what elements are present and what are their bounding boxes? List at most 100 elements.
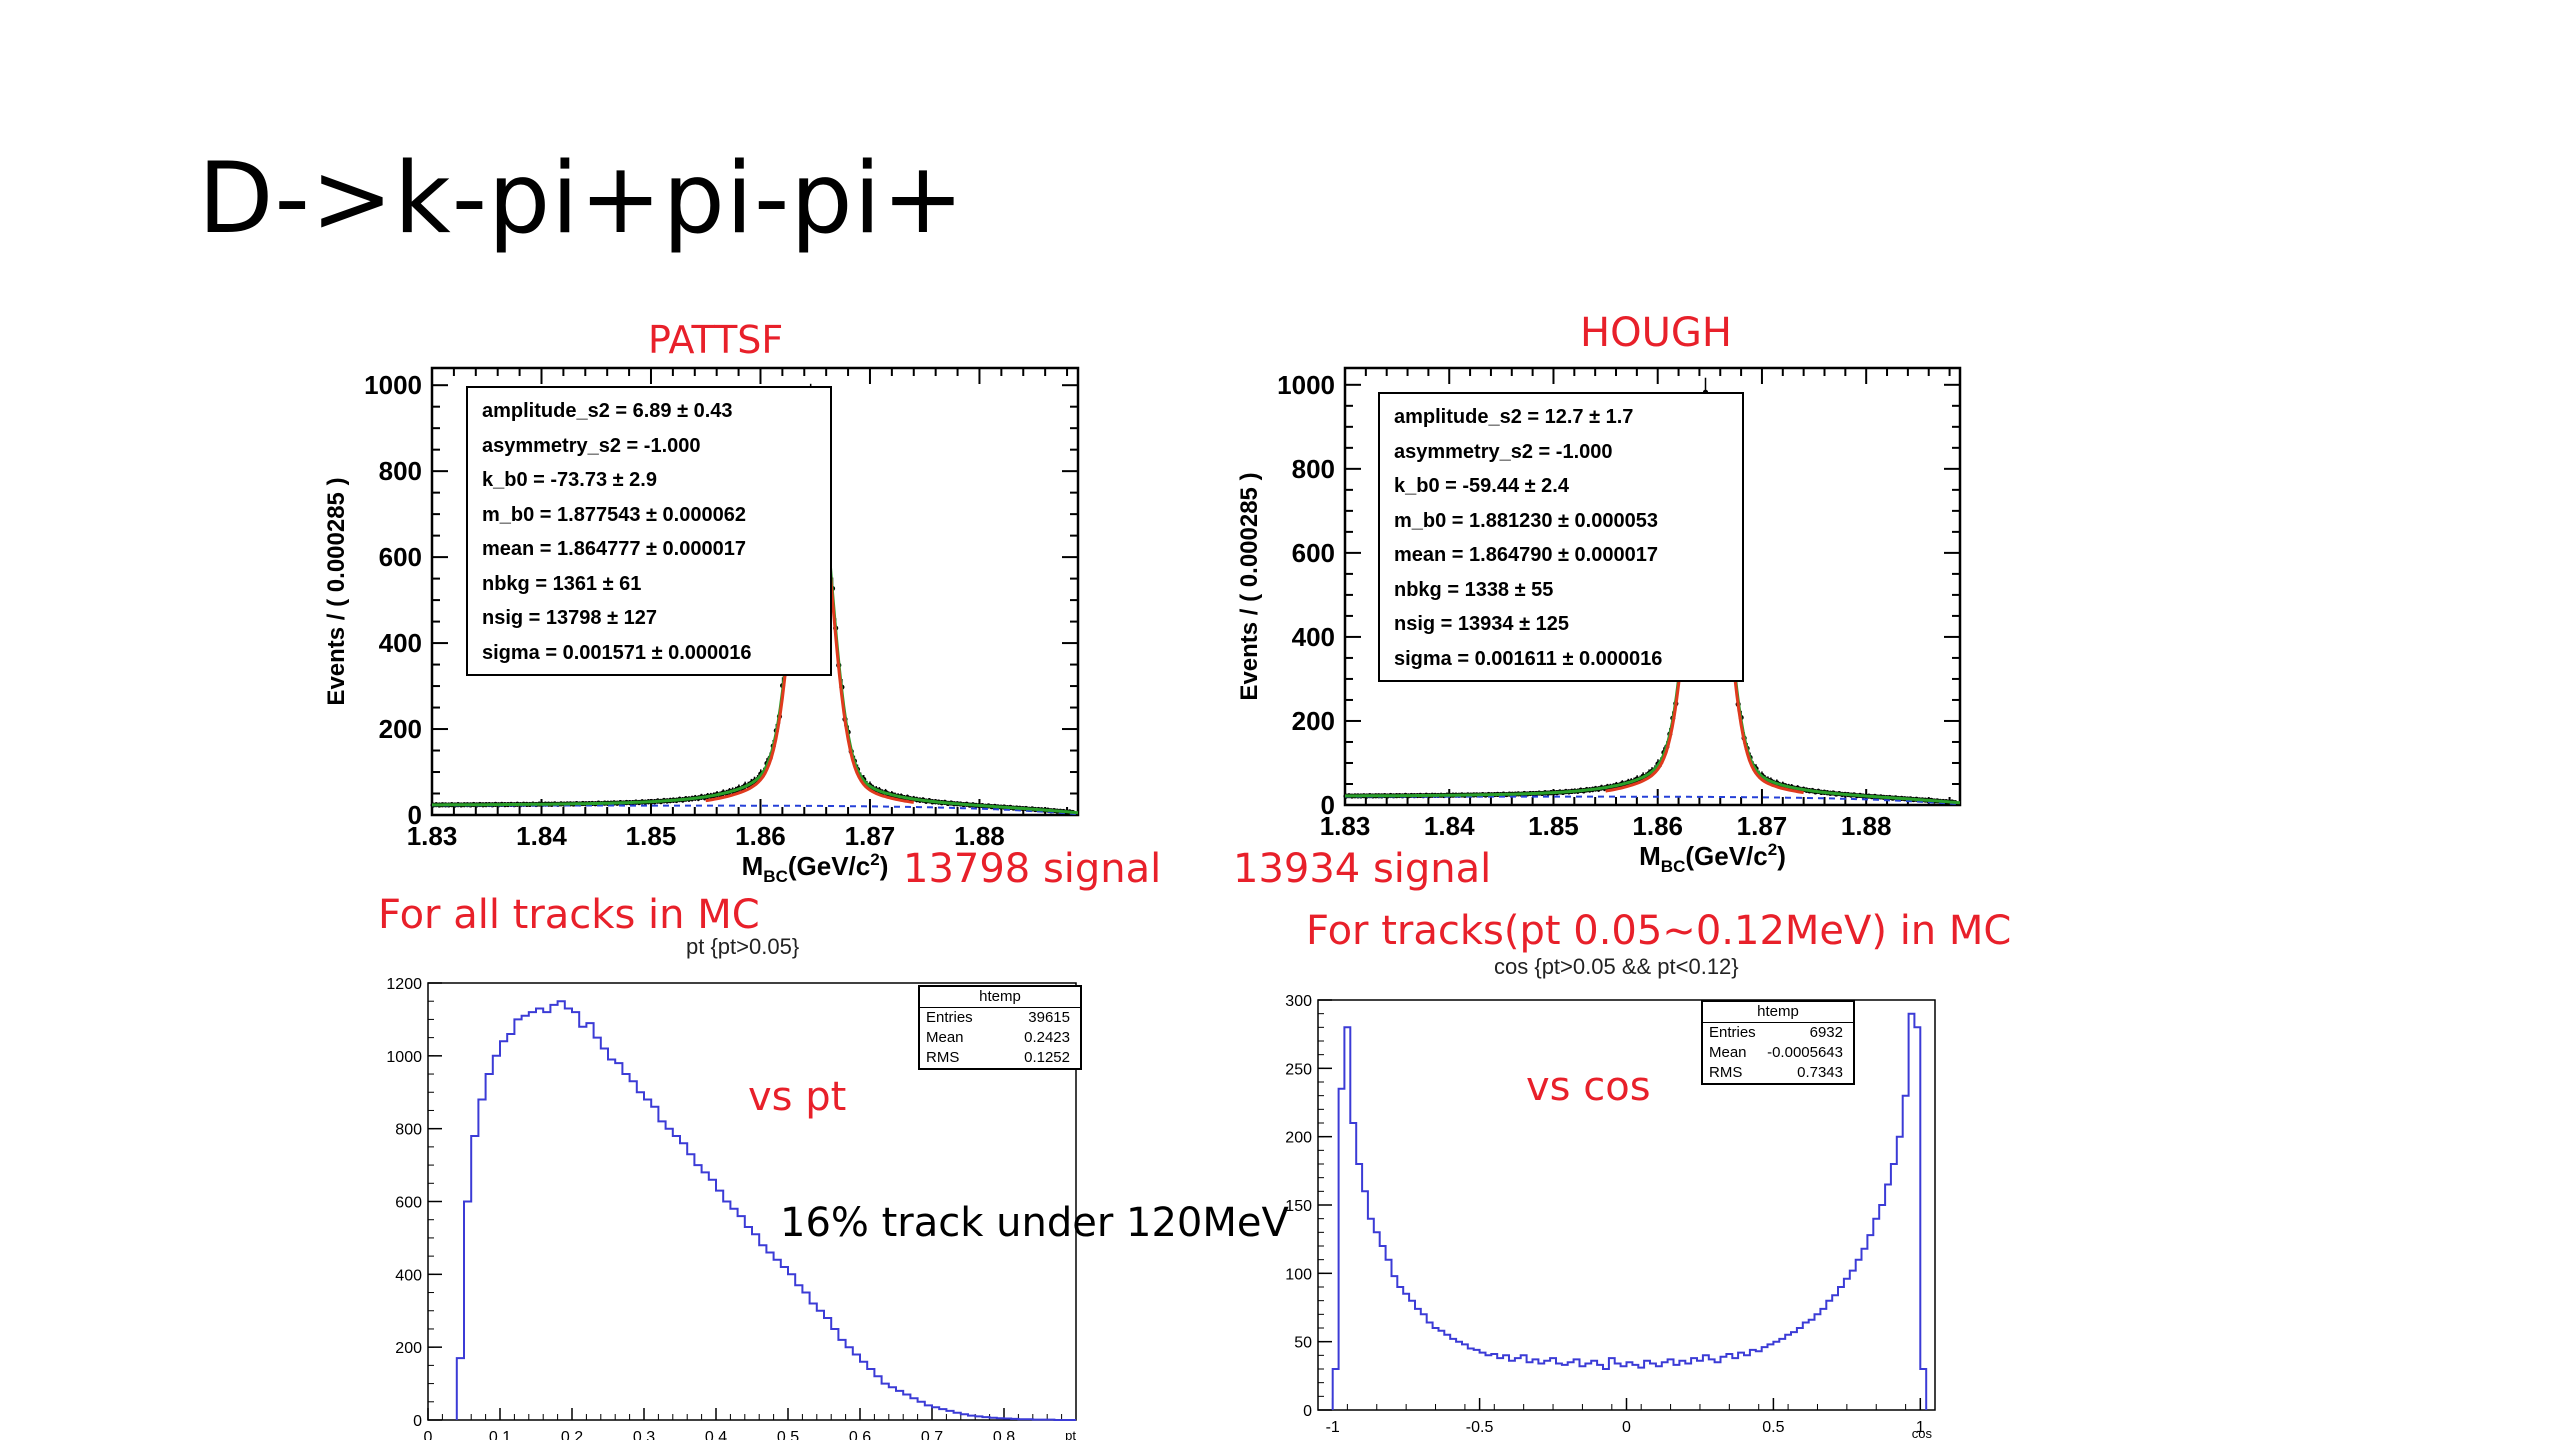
y-tick-label: 250: [1285, 1061, 1312, 1078]
x-tick-label: 1.87: [1737, 811, 1788, 841]
chart-title-hough: HOUGH: [1580, 310, 1732, 356]
data-point: [433, 802, 439, 808]
data-point: [692, 795, 698, 801]
data-point: [1604, 784, 1611, 790]
data-point: [926, 798, 932, 804]
data-point: [530, 801, 536, 807]
data-point: [764, 760, 770, 766]
y-tick-label: 300: [1285, 993, 1312, 1010]
data-point: [911, 796, 917, 802]
data-point: [879, 790, 886, 796]
data-point: [976, 802, 982, 809]
data-point: [505, 801, 511, 808]
data-point: [1527, 790, 1533, 797]
data-point: [957, 801, 964, 807]
data-point: [1931, 798, 1937, 804]
y-tick-label: 1000: [1277, 370, 1335, 400]
data-point: [1017, 805, 1023, 811]
data-point: [1898, 795, 1905, 801]
data-point: [617, 799, 623, 806]
data-point: [898, 793, 904, 800]
y-axis-label: Events / ( 0.000285 ): [323, 477, 350, 705]
data-point: [742, 782, 748, 789]
data-point: [1453, 792, 1459, 798]
y-tick-label: 200: [395, 1340, 422, 1357]
data-point: [1821, 789, 1827, 795]
data-point: [1032, 806, 1038, 813]
data-point: [1429, 792, 1435, 798]
data-point: [858, 774, 864, 780]
y-tick-label: 600: [1292, 538, 1335, 568]
data-point: [605, 800, 611, 806]
data-point: [708, 793, 714, 799]
data-point: [1373, 793, 1379, 799]
data-point: [1483, 792, 1489, 798]
data-point: [1667, 731, 1673, 737]
data-point: [586, 800, 592, 807]
data-point: [611, 800, 617, 806]
data-point: [1818, 789, 1824, 795]
data-point: [1480, 791, 1486, 798]
data-point: [1640, 773, 1646, 779]
data-point: [1349, 793, 1355, 799]
data-point: [561, 801, 567, 807]
data-point: [1489, 792, 1495, 798]
stats-value: -0.0005643: [1767, 1044, 1843, 1061]
data-point: [904, 794, 911, 801]
data-point: [1023, 805, 1029, 812]
y-tick-label: 100: [1285, 1266, 1312, 1283]
data-point: [1426, 793, 1432, 799]
x-tick-label: 1.83: [407, 821, 458, 851]
all-tracks-label: For all tracks in MC: [378, 892, 760, 938]
data-point: [1048, 808, 1054, 814]
data-point: [1827, 790, 1833, 796]
data-point: [474, 802, 480, 808]
data-point: [985, 803, 992, 809]
data-point: [1756, 771, 1762, 778]
fit-param: amplitude_s2 = 12.7 ± 1.7: [1394, 406, 1634, 428]
data-point: [1768, 778, 1774, 784]
data-point: [1595, 786, 1602, 792]
data-point: [1399, 793, 1406, 799]
data-point: [446, 802, 452, 808]
data-point: [1500, 791, 1507, 797]
stats-row: RMS 0.7343: [1703, 1063, 1853, 1083]
data-point: [1949, 799, 1955, 805]
data-point: [1545, 790, 1551, 796]
data-point: [1913, 796, 1920, 802]
data-point: [1393, 793, 1400, 799]
fit-param: sigma = 0.001571 ± 0.000016: [482, 641, 752, 664]
data-point: [1521, 790, 1527, 797]
data-point: [1907, 796, 1914, 802]
data-point: [1738, 714, 1744, 721]
data-point: [527, 801, 533, 808]
x-tick-label: 0.6: [849, 1429, 871, 1440]
data-point: [480, 802, 486, 808]
y-tick-label: 150: [1285, 1198, 1312, 1215]
data-point: [1631, 778, 1637, 784]
x-tick-label: 1.87: [845, 821, 896, 851]
data-point: [1646, 770, 1652, 777]
stats-box-title: htemp: [920, 987, 1080, 1008]
data-point: [583, 801, 589, 807]
data-point: [1619, 780, 1625, 787]
data-point: [652, 799, 658, 805]
data-point: [839, 684, 845, 690]
pattsf-fit-params: amplitude_s2 = 6.89 ± 0.43 asymmetry_s2 …: [466, 386, 832, 676]
data-point: [848, 748, 854, 755]
stats-key: Mean: [1709, 1044, 1747, 1061]
data-point: [549, 801, 555, 807]
data-point: [1673, 701, 1679, 707]
data-point: [1783, 783, 1789, 789]
data-point: [1060, 808, 1067, 815]
stats-key: RMS: [1709, 1064, 1743, 1081]
y-axis-label: Events / ( 0.000285 ): [1236, 472, 1263, 700]
data-point: [1361, 793, 1367, 799]
data-point: [680, 797, 686, 803]
y-tick-label: 600: [395, 1195, 422, 1212]
data-point: [1385, 793, 1391, 799]
fit-param: nbkg = 1338 ± 55: [1394, 578, 1554, 601]
data-point: [567, 801, 573, 807]
hough-signal-count: 13934 signal: [1233, 846, 1492, 892]
data-point: [589, 800, 595, 807]
